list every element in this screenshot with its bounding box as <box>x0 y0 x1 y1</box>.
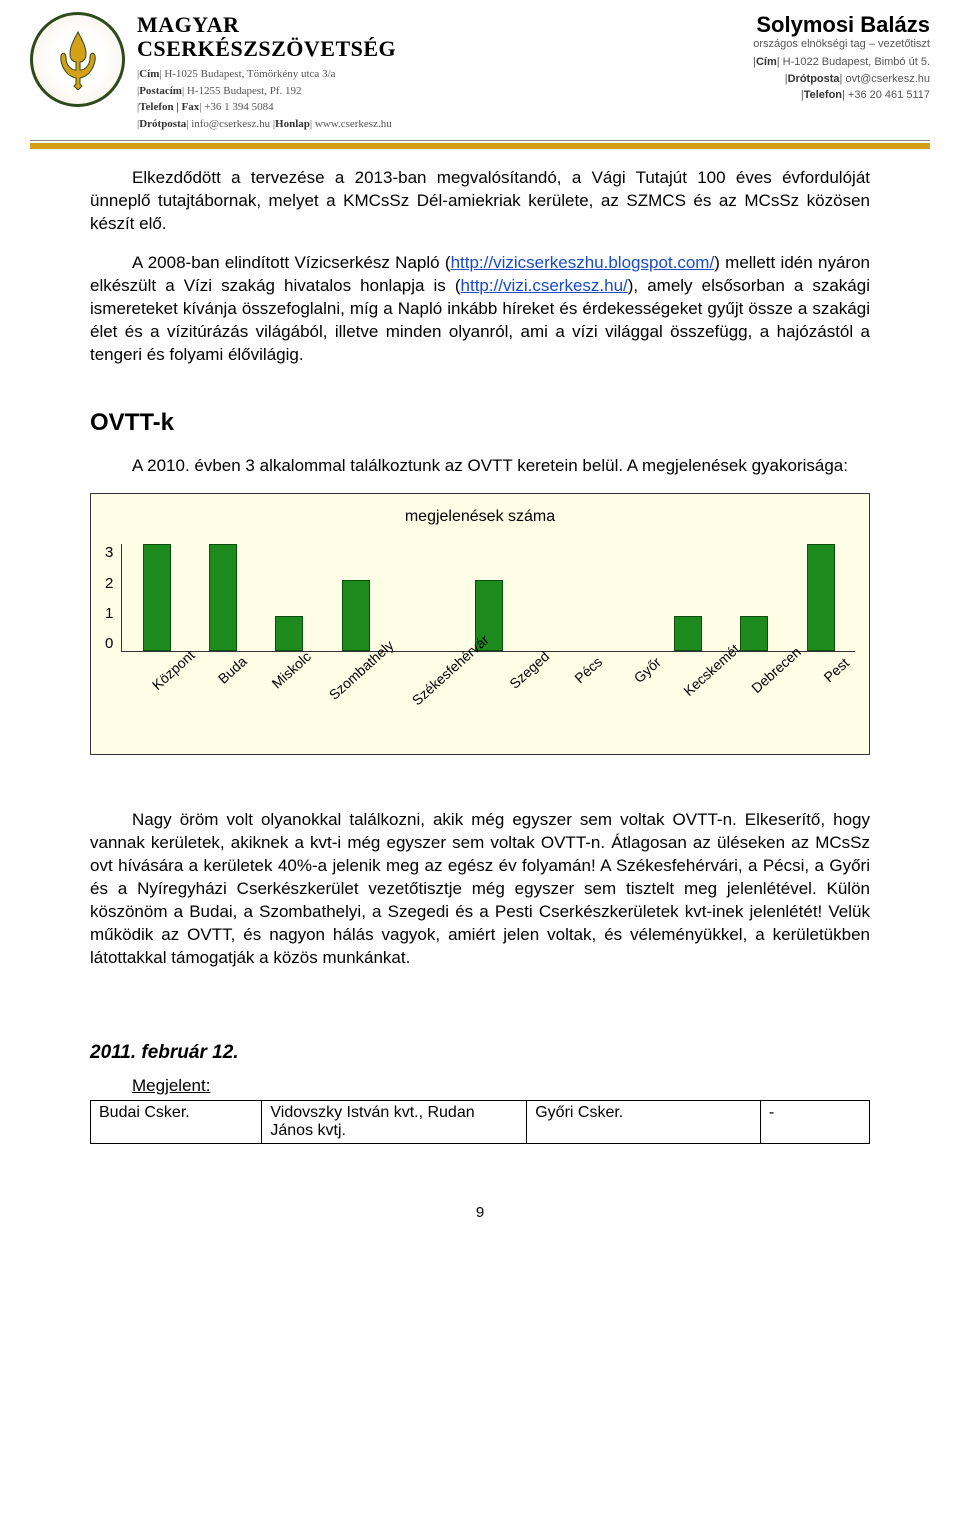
appearances-chart: megjelenések száma 3 2 1 0 KözpontBudaMisko… <box>90 493 870 755</box>
org-meta: | Cím | H-1025 Budapest, Tömörkény utca … <box>137 66 396 132</box>
person-meta-row: | Cím | H-1022 Budapest, Bimbó út 5. <box>753 54 930 71</box>
chart-x-axis: KözpontBudaMiskolcSzombathelySzékesfehér… <box>133 658 855 748</box>
bar <box>740 616 768 652</box>
header-rules <box>0 140 960 149</box>
bar-slot <box>721 544 787 651</box>
paragraph-ovtt-summary: Nagy öröm volt olyanokkal találkozni, ak… <box>90 809 870 970</box>
chart-y-axis: 3 2 1 0 <box>105 544 113 652</box>
person-meta: | Cím | H-1022 Budapest, Bimbó út 5.| Dr… <box>753 54 930 104</box>
bar <box>807 544 835 651</box>
bar <box>342 580 370 651</box>
bar <box>674 616 702 652</box>
bar-slot <box>256 544 322 651</box>
org-meta-row: | Drótposta | info@cserkesz.hu | Honlap … <box>137 116 396 133</box>
org-meta-row: | Postacím | H-1255 Budapest, Pf. 192 <box>137 83 396 100</box>
bar-slot <box>123 544 189 651</box>
fleur-de-lis-icon <box>56 30 100 90</box>
org-meta-row: | Telefon | Fax | +36 1 394 5084 <box>137 99 396 116</box>
paragraph-ovtt-intro: A 2010. évben 3 alkalommal találkoztunk … <box>90 455 870 478</box>
bar-slot <box>190 544 256 651</box>
bar-slot <box>389 544 455 651</box>
attendance-table: Budai Csker.Vidovszky István kvt., Rudan… <box>90 1100 870 1144</box>
person-name: Solymosi Balázs <box>753 12 930 38</box>
org-meta-row: | Cím | H-1025 Budapest, Tömörkény utca … <box>137 66 396 83</box>
letterhead-left: MAGYAR CSERKÉSZSZÖVETSÉG | Cím | H-1025 … <box>30 12 396 132</box>
org-block: MAGYAR CSERKÉSZSZÖVETSÉG | Cím | H-1025 … <box>137 12 396 132</box>
table-cell: - <box>760 1101 869 1144</box>
paragraph-intro-2: A 2008-ban elindított Vízicserkész Napló… <box>90 252 870 367</box>
org-title-2: CSERKÉSZSZÖVETSÉG <box>137 36 396 62</box>
table-row: Budai Csker.Vidovszky István kvt., Rudan… <box>91 1101 870 1144</box>
y-tick: 0 <box>105 635 113 652</box>
y-tick: 1 <box>105 605 113 622</box>
table-cell: Győri Csker. <box>527 1101 761 1144</box>
paragraph-intro-1: Elkezdődött a tervezése a 2013-ban megva… <box>90 167 870 236</box>
table-cell: Budai Csker. <box>91 1101 262 1144</box>
letterhead: MAGYAR CSERKÉSZSZÖVETSÉG | Cím | H-1025 … <box>0 0 960 132</box>
heading-ovtt: OVTT-k <box>90 409 870 437</box>
table-cell: Vidovszky István kvt., Rudan János kvtj. <box>262 1101 527 1144</box>
person-role: országos elnökségi tag – vezetőtiszt <box>753 38 930 50</box>
bar-slot <box>522 544 588 651</box>
y-tick: 2 <box>105 575 113 592</box>
bar <box>209 544 237 651</box>
bar <box>143 544 171 651</box>
org-title-1: MAGYAR <box>137 12 396 38</box>
attendance-label: Megjelent: <box>132 1076 870 1096</box>
org-logo <box>30 12 125 107</box>
person-meta-row: | Telefon | +36 20 461 5117 <box>753 87 930 104</box>
letterhead-right: Solymosi Balázs országos elnökségi tag –… <box>753 12 930 132</box>
bar-slot <box>588 544 654 651</box>
date-heading: 2011. február 12. <box>90 1042 870 1064</box>
link-blogspot[interactable]: http://vizicserkeszhu.blogspot.com/ <box>451 253 715 272</box>
y-tick: 3 <box>105 544 113 561</box>
bar-slot <box>788 544 854 651</box>
chart-plot <box>121 544 855 652</box>
link-cserkesz[interactable]: http://vizi.cserkesz.hu/ <box>461 276 628 295</box>
chart-title: megjelenések száma <box>105 508 855 526</box>
document-body: Elkezdődött a tervezése a 2013-ban megva… <box>0 149 960 1221</box>
page-number: 9 <box>90 1204 870 1221</box>
p2-text-a: A 2008-ban elindított Vízicserkész Napló… <box>132 253 451 272</box>
bar-slot <box>655 544 721 651</box>
person-meta-row: | Drótposta | ovt@cserkesz.hu <box>753 71 930 88</box>
